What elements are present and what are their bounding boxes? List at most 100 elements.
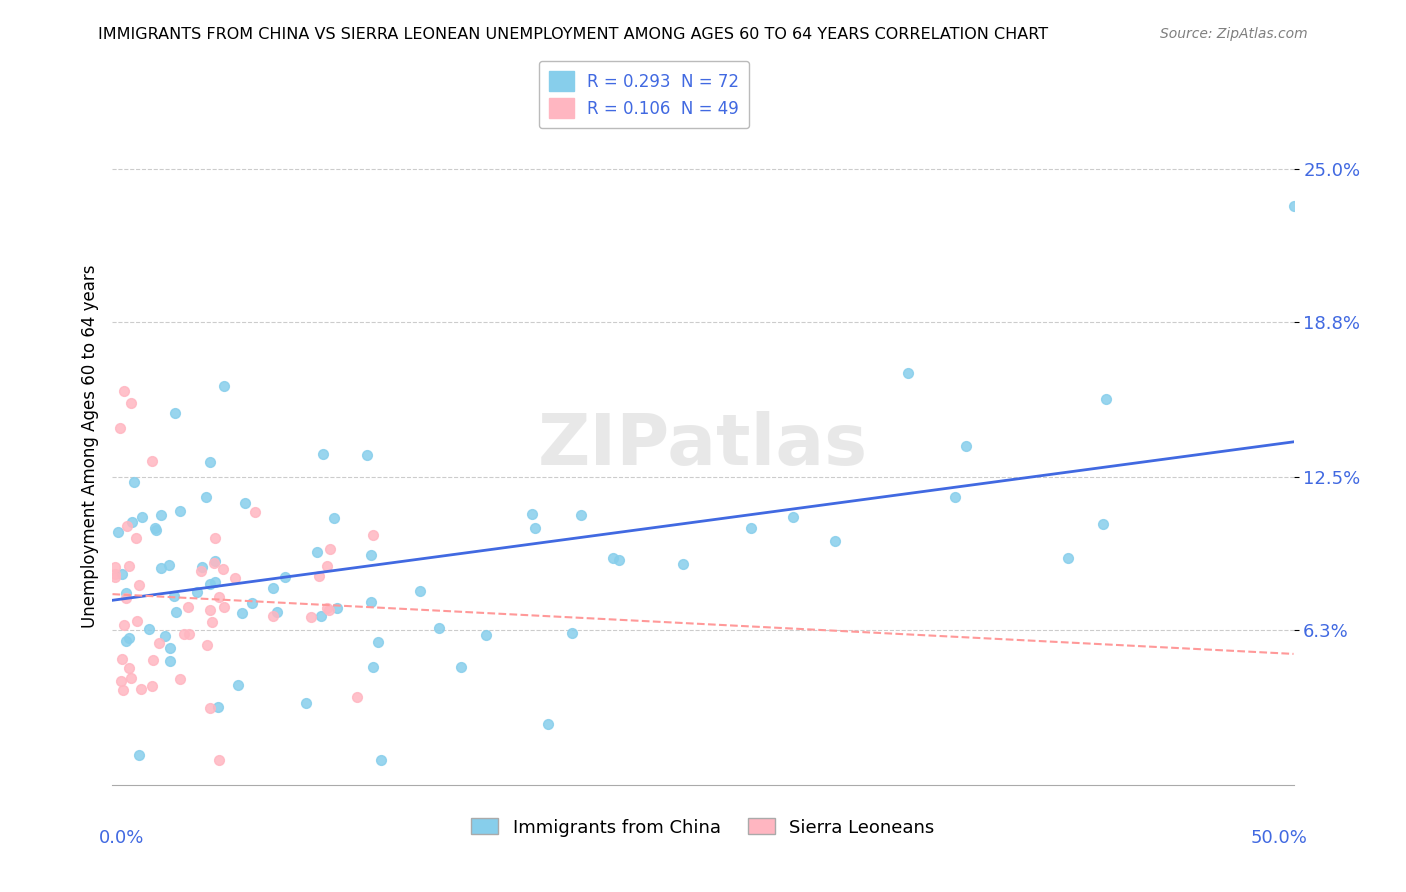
Text: Source: ZipAtlas.com: Source: ZipAtlas.com <box>1160 27 1308 41</box>
Point <box>149 561 172 575</box>
Point <box>204 532 226 546</box>
Point <box>274 569 297 583</box>
Point <box>474 628 496 642</box>
Point <box>520 507 543 521</box>
Point <box>141 679 163 693</box>
Point <box>361 660 384 674</box>
Text: 50.0%: 50.0% <box>1251 830 1308 847</box>
Point <box>118 661 141 675</box>
Point <box>212 561 235 575</box>
Point <box>177 627 200 641</box>
Point <box>200 700 222 714</box>
Text: ZIPatlas: ZIPatlas <box>538 411 868 481</box>
Point <box>115 634 138 648</box>
Point <box>367 635 389 649</box>
Point <box>165 605 187 619</box>
Point <box>108 420 131 434</box>
Point <box>128 577 150 591</box>
Point <box>607 553 630 567</box>
Point <box>142 653 165 667</box>
Point <box>169 504 191 518</box>
Point <box>118 558 141 573</box>
Point <box>309 608 332 623</box>
Point <box>1057 550 1080 565</box>
Point <box>361 528 384 542</box>
Point <box>208 590 231 604</box>
Point <box>138 622 160 636</box>
Point <box>118 631 141 645</box>
Point <box>235 495 257 509</box>
Point <box>173 626 195 640</box>
Point <box>409 584 432 599</box>
Point <box>782 510 804 524</box>
Point <box>201 615 224 629</box>
Point <box>740 521 762 535</box>
Point <box>143 521 166 535</box>
Point <box>943 490 966 504</box>
Point <box>360 595 382 609</box>
Point <box>120 396 142 410</box>
Point <box>104 559 127 574</box>
Point <box>569 508 592 523</box>
Text: 0.0%: 0.0% <box>98 830 143 847</box>
Point <box>561 626 583 640</box>
Point <box>370 753 392 767</box>
Point <box>165 406 187 420</box>
Point <box>226 678 249 692</box>
Point <box>191 559 214 574</box>
Point <box>155 629 177 643</box>
Legend: Immigrants from China, Sierra Leoneans: Immigrants from China, Sierra Leoneans <box>464 811 942 844</box>
Point <box>897 366 920 380</box>
Point <box>186 584 208 599</box>
Point <box>163 589 186 603</box>
Point <box>176 599 198 614</box>
Point <box>104 569 127 583</box>
Point <box>1091 517 1114 532</box>
Point <box>262 608 284 623</box>
Point <box>204 575 226 590</box>
Point <box>111 683 134 698</box>
Point <box>115 519 138 533</box>
Point <box>112 618 135 632</box>
Point <box>360 548 382 562</box>
Point <box>602 550 624 565</box>
Point <box>124 475 146 489</box>
Point <box>194 490 217 504</box>
Point <box>169 673 191 687</box>
Point <box>104 567 127 582</box>
Point <box>114 586 136 600</box>
Point <box>111 567 134 582</box>
Point <box>208 753 231 767</box>
Point <box>128 748 150 763</box>
Point <box>318 603 340 617</box>
Point <box>537 717 560 731</box>
Point <box>262 581 284 595</box>
Point <box>204 553 226 567</box>
Point <box>121 516 143 530</box>
Point <box>326 600 349 615</box>
Point <box>319 542 342 557</box>
Point <box>129 681 152 696</box>
Point <box>450 660 472 674</box>
Point <box>207 699 229 714</box>
Point <box>295 696 318 710</box>
Point <box>316 558 339 573</box>
Point <box>955 439 977 453</box>
Point <box>111 652 134 666</box>
Point <box>212 599 235 614</box>
Point <box>120 671 142 685</box>
Point <box>524 521 547 535</box>
Point <box>157 558 180 572</box>
Point <box>307 545 329 559</box>
Point <box>1282 199 1305 213</box>
Point <box>224 571 246 585</box>
Point <box>200 576 222 591</box>
Y-axis label: Unemployment Among Ages 60 to 64 years: Unemployment Among Ages 60 to 64 years <box>80 264 98 628</box>
Point <box>115 591 138 605</box>
Point <box>125 532 148 546</box>
Point <box>190 564 212 578</box>
Point <box>149 508 172 522</box>
Point <box>346 690 368 704</box>
Point <box>107 524 129 539</box>
Point <box>195 638 218 652</box>
